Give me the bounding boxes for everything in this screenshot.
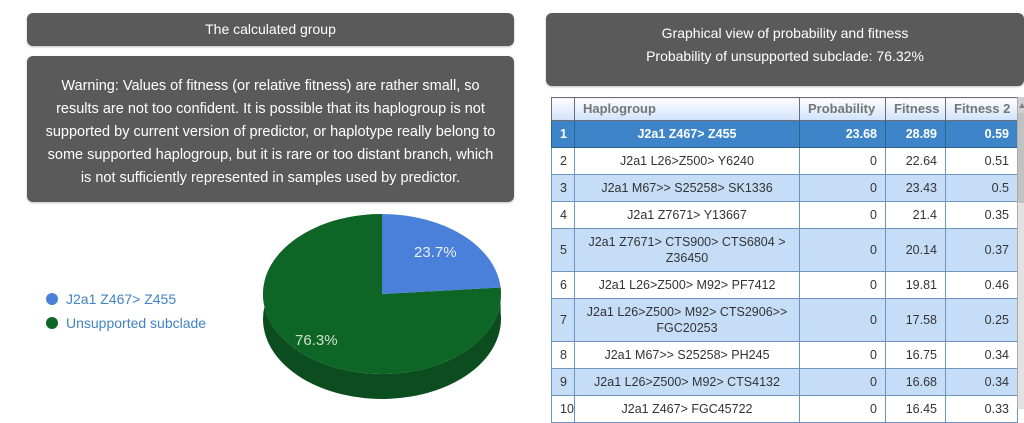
svg-text:23.7%: 23.7% [414,244,457,261]
svg-text:76.3%: 76.3% [295,332,338,349]
